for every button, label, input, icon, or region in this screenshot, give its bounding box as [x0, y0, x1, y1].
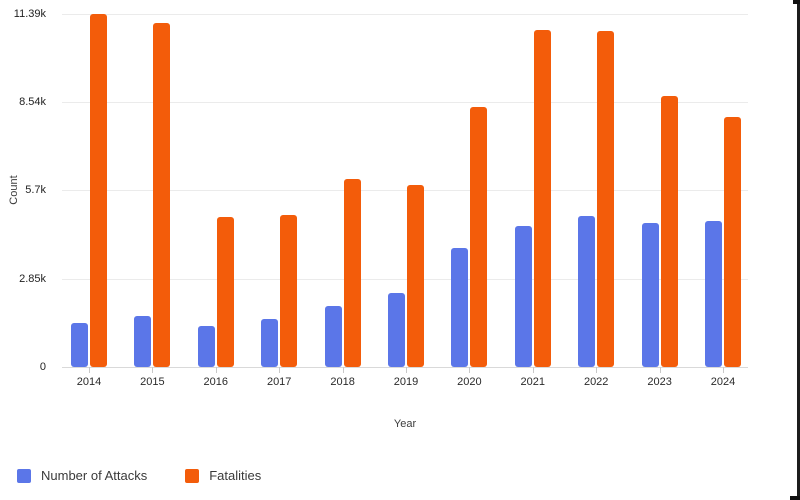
- bar-fatalities-2014[interactable]: [90, 14, 107, 367]
- y-axis-tick-label: 5.7k: [25, 184, 46, 197]
- x-axis-tick-label: 2018: [330, 376, 355, 388]
- x-axis-tickmark: [723, 367, 724, 373]
- gridline: [62, 278, 748, 280]
- bar-fatalities-2022[interactable]: [597, 30, 615, 367]
- x-axis-tick-label: 2024: [710, 376, 736, 388]
- legend: Number of Attacks Fatalities: [17, 468, 261, 483]
- x-axis-tickmark: [406, 367, 407, 373]
- x-axis-tick-label: 2023: [647, 376, 672, 388]
- x-axis-tickmark: [469, 367, 471, 373]
- y-axis-tick-label: 2.85k: [19, 272, 46, 285]
- legend-item-number-of-attacks[interactable]: Number of Attacks: [17, 468, 147, 483]
- legend-item-fatalities[interactable]: Fatalities: [185, 468, 261, 483]
- bar-fatalities-2017[interactable]: [280, 215, 298, 367]
- x-axis-tick-label: 2020: [457, 376, 482, 388]
- x-axis-tick-label: 2016: [203, 376, 229, 388]
- gridline: [62, 102, 748, 104]
- bar-fatalities-2015[interactable]: [153, 22, 171, 367]
- x-axis-tickmark: [152, 367, 154, 373]
- bar-fatalities-2016[interactable]: [216, 216, 234, 367]
- bar-fatalities-2023[interactable]: [660, 95, 678, 367]
- x-axis-tickmark: [342, 367, 344, 373]
- bar-fatalities-2020[interactable]: [470, 106, 488, 367]
- bar-attacks-2022[interactable]: [578, 215, 596, 367]
- bar-fatalities-2024[interactable]: [724, 116, 741, 367]
- x-axis-tick-label: 2022: [583, 376, 609, 388]
- bar-attacks-2018[interactable]: [324, 305, 342, 367]
- x-axis-tick-label: 2021: [520, 376, 546, 388]
- x-axis-tick-label: 2017: [266, 376, 292, 388]
- bar-attacks-2017[interactable]: [261, 318, 279, 367]
- corner-artifact-bottom-right: [790, 496, 800, 500]
- bar-fatalities-2021[interactable]: [533, 29, 551, 367]
- x-axis-tickmark: [215, 367, 217, 373]
- x-axis-tickmark: [659, 367, 661, 373]
- bar-attacks-2024[interactable]: [705, 220, 722, 367]
- gridline: [62, 14, 748, 15]
- x-axis-tick-label: 2019: [393, 376, 419, 388]
- y-axis-tick-label: 8.54k: [19, 96, 46, 109]
- gridline: [62, 190, 748, 192]
- bar-attacks-2023[interactable]: [641, 222, 659, 367]
- x-axis-tickmark: [596, 367, 598, 373]
- x-axis-tickmark: [279, 367, 281, 373]
- bar-fatalities-2018[interactable]: [343, 179, 361, 367]
- bar-attacks-2019[interactable]: [388, 292, 405, 367]
- x-axis-tickmark: [89, 367, 90, 373]
- bar-fatalities-2019[interactable]: [407, 184, 424, 367]
- x-axis-title: Year: [393, 418, 417, 430]
- attacks-series-swatch: [17, 468, 31, 483]
- bar-attacks-2016[interactable]: [197, 326, 215, 367]
- bar-attacks-2021[interactable]: [514, 225, 532, 367]
- y-axis-tick-label: 11.39k: [13, 8, 46, 20]
- legend-label-fatalities: Fatalities: [209, 468, 262, 483]
- x-axis-tick-label: 2015: [140, 376, 165, 388]
- legend-label-attacks: Number of Attacks: [41, 468, 148, 483]
- bar-attacks-2020[interactable]: [451, 247, 469, 367]
- x-axis-tick-label: 2014: [76, 376, 102, 388]
- screen-edge-artifact: [797, 0, 800, 500]
- bar-attacks-2015[interactable]: [134, 315, 152, 367]
- y-axis-tick-label: 0: [39, 361, 46, 373]
- fatalities-series-swatch: [185, 468, 200, 483]
- gridline: [62, 367, 748, 368]
- x-axis-tickmark: [532, 367, 534, 373]
- bar-attacks-2014[interactable]: [71, 322, 88, 367]
- corner-artifact-top-right: [793, 0, 800, 4]
